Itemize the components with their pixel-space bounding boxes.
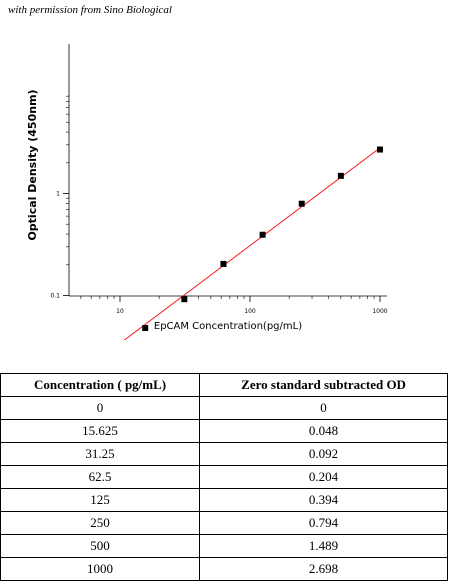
od-cell: 2.698 bbox=[199, 557, 448, 581]
data-point bbox=[220, 260, 227, 267]
od-cell: 0 bbox=[199, 396, 448, 420]
table-header-row: Concentration ( pg/mL) Zero standard sub… bbox=[0, 373, 448, 397]
od-cell: 0.048 bbox=[199, 419, 448, 443]
x-tick-label: 1000 bbox=[372, 308, 387, 315]
plot-frame bbox=[68, 44, 387, 297]
fit-line bbox=[123, 147, 381, 340]
concentration-cell: 0 bbox=[0, 396, 201, 420]
od-cell: 1.489 bbox=[199, 534, 448, 558]
column-header-od: Zero standard subtracted OD bbox=[199, 373, 448, 397]
table-row: 125 0.394 bbox=[0, 488, 448, 512]
fit-line-layer bbox=[123, 147, 381, 340]
x-axis-title: EpCAM Concentration(pg/mL) bbox=[154, 321, 302, 332]
minor-ticks bbox=[66, 95, 375, 299]
od-cell: 0.794 bbox=[199, 511, 448, 535]
table-row: 31.25 0.092 bbox=[0, 442, 448, 466]
concentration-cell: 1000 bbox=[0, 557, 201, 581]
x-tick-label: 10 bbox=[116, 308, 124, 315]
data-points-layer bbox=[142, 146, 383, 332]
table-row: 62.5 0.204 bbox=[0, 465, 448, 489]
y-tick-label: 1 bbox=[56, 191, 60, 198]
table-row: 15.625 0.048 bbox=[0, 419, 448, 443]
y-tick-label: 0.1 bbox=[50, 293, 60, 300]
data-point bbox=[298, 200, 305, 207]
x-tick-label: 100 bbox=[244, 308, 256, 315]
table-row: 1000 2.698 bbox=[0, 557, 448, 581]
concentration-cell: 125 bbox=[0, 488, 201, 512]
permission-caption: with permission from Sino Biological bbox=[8, 4, 172, 16]
od-cell: 0.394 bbox=[199, 488, 448, 512]
data-point bbox=[181, 296, 188, 303]
major-ticks bbox=[63, 193, 381, 302]
concentration-cell: 15.625 bbox=[0, 419, 201, 443]
concentration-cell: 62.5 bbox=[0, 465, 201, 489]
od-cell: 0.204 bbox=[199, 465, 448, 489]
data-point bbox=[337, 172, 344, 179]
data-point bbox=[377, 146, 383, 153]
data-point bbox=[142, 325, 149, 332]
y-axis-title: Optical Density (450nm) bbox=[26, 89, 39, 240]
column-header-concentration: Concentration ( pg/mL) bbox=[0, 373, 201, 397]
od-cell: 0.092 bbox=[199, 442, 448, 466]
standard-data-table: Concentration ( pg/mL) Zero standard sub… bbox=[0, 373, 448, 581]
concentration-cell: 250 bbox=[0, 511, 201, 535]
concentration-cell: 31.25 bbox=[0, 442, 201, 466]
data-point bbox=[259, 231, 266, 238]
concentration-cell: 500 bbox=[0, 534, 201, 558]
table-row: 500 1.489 bbox=[0, 534, 448, 558]
table-row: 250 0.794 bbox=[0, 511, 448, 535]
